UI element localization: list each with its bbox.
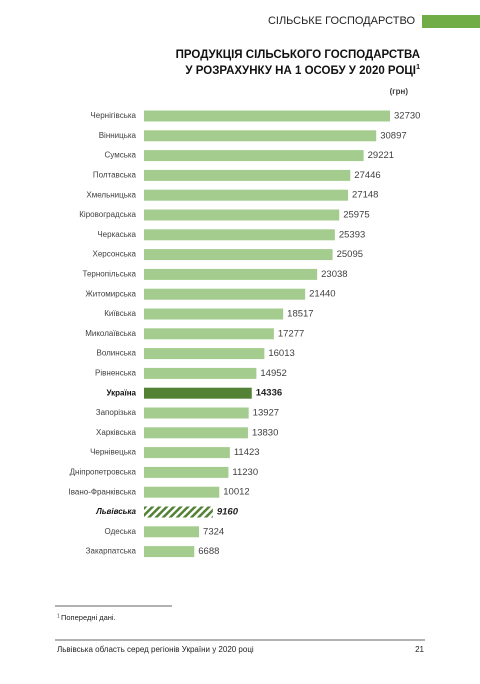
value-label: 9160 (217, 507, 239, 518)
category-label: Запорізька (96, 408, 137, 417)
category-label: Харківська (96, 428, 137, 437)
value-label: 17277 (278, 328, 304, 339)
bar (144, 466, 229, 478)
chart-title: ПРОДУКЦІЯ СІЛЬСЬКОГО ГОСПОДАРСТВА (176, 49, 420, 61)
bar (144, 189, 349, 201)
value-label: 10012 (223, 487, 249, 498)
bar (144, 130, 377, 142)
category-label: Черкаська (97, 230, 136, 239)
bar (144, 169, 351, 181)
bar (144, 348, 265, 360)
bar (144, 526, 200, 538)
footnote-mark: 1 (57, 613, 60, 619)
category-label: Івано-Франківська (69, 487, 137, 496)
bars: Чернігівська 32730 Вінницька 30897 Сумська 29… (69, 110, 420, 558)
chart-title: У РОЗРАХУНКУ НА 1 ОСОБУ У 2020 РОЦІ (185, 65, 416, 77)
bar (144, 387, 252, 399)
value-label: 16013 (268, 348, 294, 359)
bar (144, 268, 318, 280)
bar (144, 249, 333, 261)
bar (144, 229, 335, 241)
page-number: 21 (415, 645, 424, 654)
category-label: Закарпатська (86, 547, 137, 556)
bar (144, 546, 195, 558)
value-label: 25095 (337, 249, 363, 260)
bar (144, 110, 390, 122)
category-label: Рівненська (95, 369, 136, 378)
category-label: Кіровоградська (79, 210, 136, 219)
bar (144, 150, 364, 162)
value-label: 23038 (321, 269, 347, 280)
bar (144, 447, 230, 459)
bar (144, 328, 274, 340)
category-label: Житомирська (85, 289, 136, 298)
category-label: Львівська (95, 507, 136, 516)
bar (144, 209, 340, 221)
value-label: 7324 (203, 526, 224, 537)
value-label: 21440 (309, 289, 335, 300)
value-label: 29221 (368, 150, 394, 161)
value-label: 14952 (260, 368, 286, 379)
category-label: Сумська (105, 151, 137, 160)
bar (144, 308, 284, 320)
category-label: Полтавська (93, 171, 137, 180)
category-label: Тернопільська (83, 270, 137, 279)
value-label: 14336 (256, 388, 282, 399)
category-label: Хмельницька (86, 190, 136, 199)
bar (144, 427, 248, 439)
footer-text: Львівська область серед регіонів України… (57, 645, 254, 654)
category-label: Чернігівська (90, 111, 136, 120)
value-label: 13927 (253, 408, 279, 419)
category-label: Волинська (97, 349, 137, 358)
bar (144, 288, 306, 300)
value-label: 25393 (339, 229, 365, 240)
value-label: 13830 (252, 427, 278, 438)
value-label: 30897 (380, 130, 406, 141)
value-label: 25975 (343, 210, 369, 221)
category-label: Херсонська (93, 250, 137, 259)
category-label: Миколаївська (85, 329, 136, 338)
section-bar (422, 15, 480, 28)
category-label: Вінницька (99, 131, 137, 140)
bar (144, 367, 257, 379)
category-label: Київська (104, 309, 136, 318)
bar (144, 506, 213, 518)
category-label: Одеська (105, 527, 137, 536)
value-label: 32730 (394, 111, 420, 122)
footnote: Попередні дані. (61, 613, 116, 622)
title-note: 1 (416, 64, 420, 71)
section-title: СІЛЬСЬКЕ ГОСПОДАРСТВО (268, 15, 415, 27)
unit: (грн) (390, 87, 409, 96)
value-label: 27446 (354, 170, 380, 181)
value-label: 18517 (287, 309, 313, 320)
value-label: 27148 (352, 190, 378, 201)
category-label: Україна (106, 388, 136, 397)
bar (144, 486, 220, 498)
value-label: 11423 (234, 447, 260, 458)
category-label: Дніпропетровська (70, 468, 137, 477)
value-label: 11230 (232, 467, 258, 478)
category-label: Чернівецька (90, 448, 136, 457)
value-label: 6688 (198, 546, 219, 557)
bar (144, 407, 249, 419)
